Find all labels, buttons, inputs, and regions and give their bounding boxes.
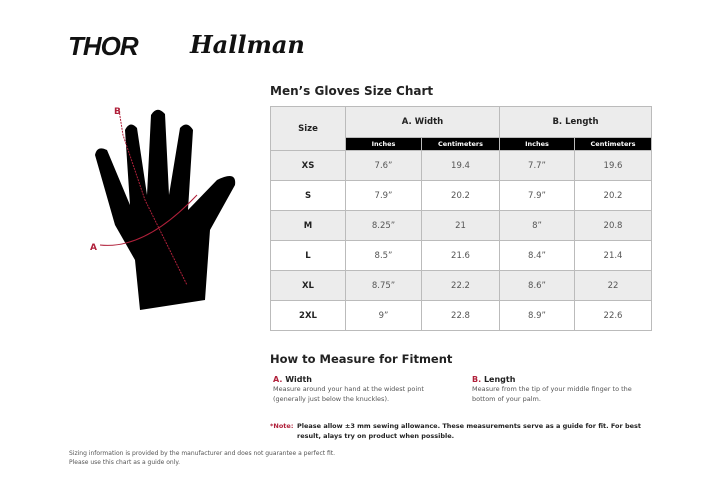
value-cell: 22.8 xyxy=(421,300,500,331)
value-cell: 8.4” xyxy=(499,240,575,271)
b-letter: B. xyxy=(472,375,482,384)
value-cell: 7.9” xyxy=(499,180,575,211)
label-a: A xyxy=(90,243,97,253)
hand-diagram: B A xyxy=(90,107,236,310)
sub-header: Inches xyxy=(499,137,575,151)
size-cell: M xyxy=(270,210,346,241)
length-instructions: B. Length Measure from the tip of your m… xyxy=(472,375,657,404)
disclaimer-line: Please use this chart as a guide only. xyxy=(69,459,180,466)
sub-header: Inches xyxy=(345,137,422,151)
size-cell: S xyxy=(270,180,346,211)
b-label: Length xyxy=(483,375,516,384)
sub-header: Centimeters xyxy=(421,137,500,151)
table-row: 2XL 9” 22.8 8.9” 22.6 xyxy=(270,300,652,331)
value-cell: 8.6” xyxy=(499,270,575,301)
length-header: B. Length xyxy=(499,106,652,138)
hallman-logo: Hallman xyxy=(190,30,305,59)
b-desc: Measure from the tip of your middle fing… xyxy=(472,385,632,403)
width-instructions: A. Width Measure around your hand at the… xyxy=(273,375,458,404)
table-row: XL 8.75” 22.2 8.6” 22 xyxy=(270,270,652,301)
hand-silhouette xyxy=(95,109,236,310)
size-cell: XL xyxy=(270,270,346,301)
value-cell: 20.2 xyxy=(421,180,500,211)
length-line xyxy=(118,109,188,286)
size-header: Size xyxy=(270,106,346,151)
note: *Note: Please allow ±3 mm sewing allowanc… xyxy=(270,421,650,441)
value-cell: 7.7” xyxy=(499,150,575,181)
a-label: Width xyxy=(285,375,312,384)
page-title: Men’s Gloves Size Chart xyxy=(270,84,434,98)
a-letter: A. xyxy=(273,375,283,384)
size-cell: L xyxy=(270,240,346,271)
table-row: S 7.9” 20.2 7.9” 20.2 xyxy=(270,180,652,211)
table-row: XS 7.6” 19.4 7.7” 19.6 xyxy=(270,150,652,181)
value-cell: 20.2 xyxy=(574,180,652,211)
value-cell: 7.6” xyxy=(345,150,422,181)
value-cell: 21.4 xyxy=(574,240,652,271)
value-cell: 8” xyxy=(499,210,575,241)
value-cell: 21 xyxy=(421,210,500,241)
width-header: A. Width xyxy=(345,106,500,138)
size-cell: 2XL xyxy=(270,300,346,331)
value-cell: 21.6 xyxy=(421,240,500,271)
thor-logo: THOR xyxy=(68,31,139,61)
a-desc: Measure around your hand at the widest p… xyxy=(273,385,424,403)
value-cell: 8.9” xyxy=(499,300,575,331)
value-cell: 19.4 xyxy=(421,150,500,181)
value-cell: 20.8 xyxy=(574,210,652,241)
value-cell: 19.6 xyxy=(574,150,652,181)
howto-title: How to Measure for Fitment xyxy=(270,352,453,366)
note-label: *Note: xyxy=(270,422,294,430)
value-cell: 7.9” xyxy=(345,180,422,211)
table-row: M 8.25” 21 8” 20.8 xyxy=(270,210,652,241)
value-cell: 8.25” xyxy=(345,210,422,241)
value-cell: 8.75” xyxy=(345,270,422,301)
value-cell: 22 xyxy=(574,270,652,301)
size-chart-table: Size A. Width B. Length Inches Centimete… xyxy=(270,106,652,331)
value-cell: 22.6 xyxy=(574,300,652,331)
label-b: B xyxy=(114,107,121,117)
table-row: L 8.5” 21.6 8.4” 21.4 xyxy=(270,240,652,271)
disclaimer-line: Sizing information is provided by the ma… xyxy=(69,450,336,457)
disclaimer: Sizing information is provided by the ma… xyxy=(69,449,335,467)
value-cell: 9” xyxy=(345,300,422,331)
sub-header: Centimeters xyxy=(574,137,652,151)
value-cell: 8.5” xyxy=(345,240,422,271)
width-line xyxy=(99,194,198,246)
size-cell: XS xyxy=(270,150,346,181)
note-text: Please allow ±3 mm sewing allowance. The… xyxy=(297,422,642,440)
value-cell: 22.2 xyxy=(421,270,500,301)
